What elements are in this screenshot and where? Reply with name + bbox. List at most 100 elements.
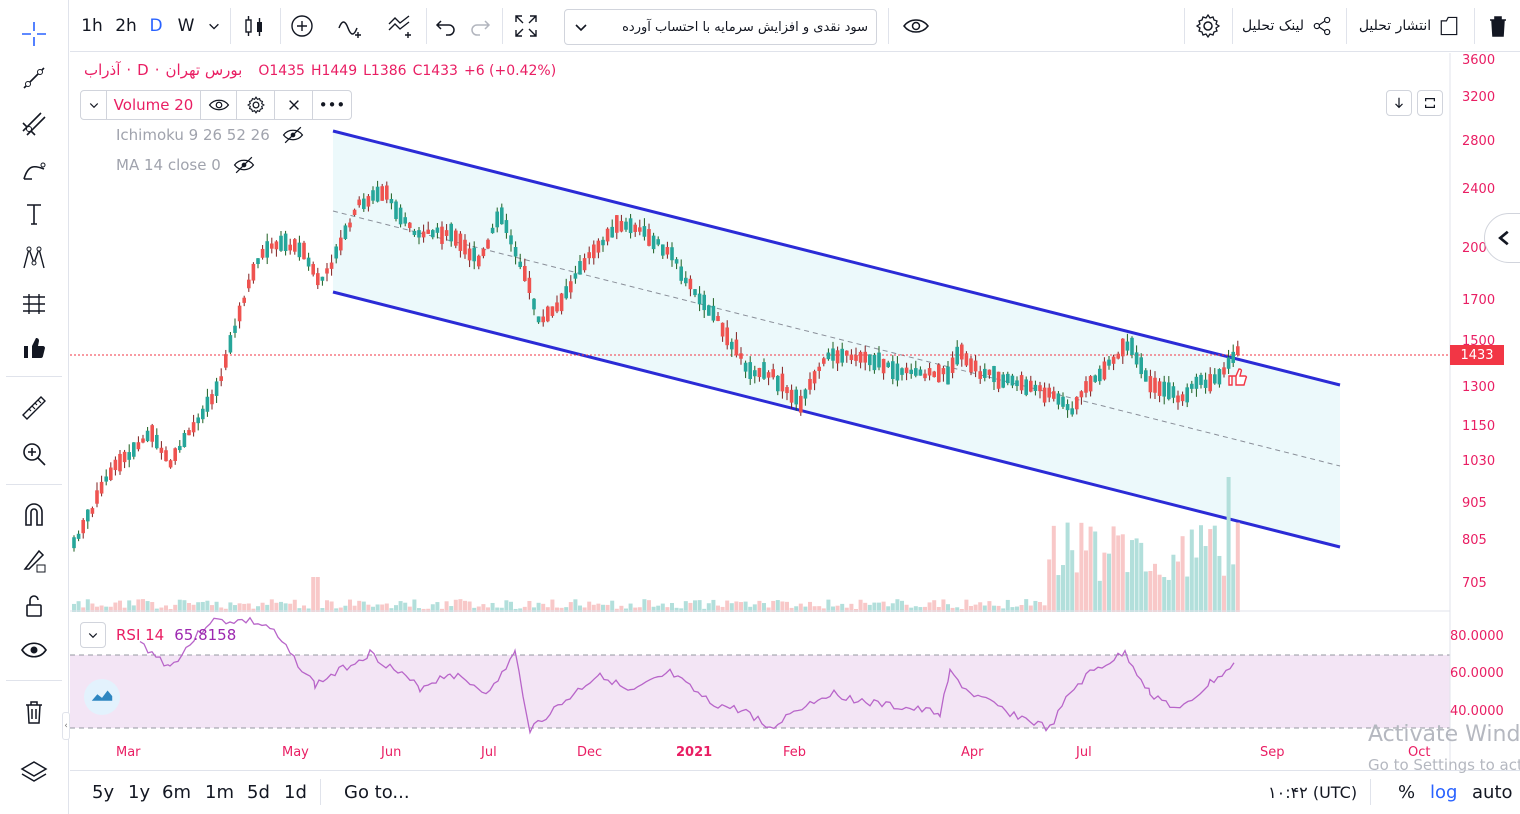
candle-body <box>785 387 789 394</box>
candle-body <box>76 533 81 539</box>
price-chart-canvas[interactable] <box>70 53 1520 770</box>
candle-body <box>923 373 927 379</box>
fullscreen-icon[interactable] <box>508 8 544 44</box>
unlock-icon[interactable] <box>14 586 54 626</box>
volume-bar <box>371 606 375 612</box>
add-indicator-icon[interactable] <box>284 8 320 44</box>
range-6m[interactable]: 6m <box>162 781 191 803</box>
percent-scale-toggle[interactable]: % <box>1398 781 1416 803</box>
scroll-down-icon[interactable] <box>1386 90 1412 116</box>
compare-icon[interactable] <box>382 8 418 44</box>
channel-lower-line[interactable] <box>332 290 1341 549</box>
trend-line-icon[interactable] <box>14 58 54 98</box>
candle-body <box>518 261 522 268</box>
candle-body <box>661 244 665 256</box>
candle-body <box>1111 356 1116 364</box>
gear-icon[interactable] <box>237 91 275 119</box>
ichimoku-study-legend[interactable]: Ichimoku 9 26 52 26 <box>116 124 304 146</box>
range-5d[interactable]: 5d <box>247 781 270 803</box>
hidden-eye-icon[interactable] <box>233 154 255 176</box>
delete-trash-icon[interactable] <box>1480 8 1516 44</box>
interval-2h[interactable]: 2h <box>115 16 137 36</box>
expand-panel-chevron-icon[interactable] <box>1484 213 1520 263</box>
pattern-tool-icon[interactable] <box>14 238 54 278</box>
candle-body <box>196 417 200 424</box>
candle-body <box>799 395 803 413</box>
candle-body <box>941 368 946 375</box>
share-link-button[interactable]: لینک تحلیل <box>1236 8 1340 44</box>
magnet-icon[interactable] <box>14 494 54 534</box>
thumbs-up-icon[interactable] <box>14 328 54 368</box>
volume-bar <box>513 608 518 612</box>
crosshair-icon[interactable] <box>14 14 54 54</box>
candle-style-icon[interactable] <box>236 8 272 44</box>
volume-bar <box>1139 542 1144 612</box>
collapse-toolbar-handle[interactable]: ‹ <box>62 712 70 740</box>
redo-icon[interactable] <box>464 8 496 44</box>
volume-bar <box>164 605 168 612</box>
price-axis[interactable]: 3600 3200 2800 2400 2000 1700 1500 1300 … <box>1450 53 1520 613</box>
goto-date-button[interactable]: Go to... <box>344 781 410 803</box>
eye-icon[interactable] <box>14 630 54 670</box>
publish-analysis-button[interactable]: انتشار تحلیل <box>1352 8 1468 44</box>
volume-bar <box>90 603 95 612</box>
brush-icon[interactable] <box>14 150 54 190</box>
close-icon[interactable] <box>275 91 313 119</box>
volume-bar <box>131 605 136 612</box>
interval-w[interactable]: W <box>177 16 195 36</box>
collapse-legend-icon[interactable] <box>81 91 107 119</box>
candle-body <box>1052 391 1056 399</box>
range-1d[interactable]: 1d <box>284 781 307 803</box>
volume-bar <box>1056 575 1061 612</box>
zoom-in-icon[interactable] <box>14 434 54 474</box>
timezone-clock[interactable]: ۱۰:۴۲ (UTC) <box>1268 782 1358 802</box>
time-tick-year: 2021 <box>676 745 713 760</box>
volume-bars <box>72 477 1240 612</box>
range-1y[interactable]: 1y <box>128 781 151 803</box>
ruler-icon[interactable] <box>14 388 54 428</box>
rsi-label[interactable]: RSI 14 <box>116 626 165 644</box>
hide-drawings-eye-icon[interactable] <box>896 8 936 44</box>
range-1m[interactable]: 1m <box>205 781 234 803</box>
volume-bar <box>127 600 132 612</box>
undo-icon[interactable] <box>430 8 462 44</box>
chart-area[interactable]: 3600 3200 2800 2400 2000 1700 1500 1300 … <box>70 53 1520 814</box>
thumbs-up-marker-icon[interactable] <box>1228 368 1248 386</box>
volume-bar <box>665 607 670 612</box>
candle-body <box>1167 382 1171 400</box>
ma-study-legend[interactable]: MA 14 close 0 <box>116 154 255 176</box>
time-axis[interactable]: Mar May Jun Jul Dec 2021 Feb Apr Jul Sep… <box>70 745 1450 767</box>
reset-scale-icon[interactable] <box>1417 90 1443 116</box>
bottom-bar: 5y 1y 6m 1m 5d 1d Go to... ۱۰:۴۲ (UTC) %… <box>70 770 1520 814</box>
interval-1h[interactable]: 1h <box>81 16 103 36</box>
candle-body <box>624 221 628 230</box>
study-template-select[interactable]: سود نقدی و افزایش سرمایه با احتساب آورده <box>564 9 877 45</box>
volume-study-label[interactable]: Volume 20 <box>107 91 201 119</box>
more-options-icon[interactable]: ••• <box>318 96 346 114</box>
eye-icon[interactable] <box>201 91 237 119</box>
hidden-eye-icon[interactable] <box>282 124 304 146</box>
open-value: O1435 <box>258 63 305 79</box>
volume-bar <box>720 606 725 612</box>
candle-body <box>90 508 95 514</box>
prediction-tool-icon[interactable] <box>14 284 54 324</box>
interval-d[interactable]: D <box>149 16 163 36</box>
pitchfork-icon[interactable] <box>14 104 54 144</box>
candle-body <box>1056 393 1061 405</box>
symbol-name[interactable]: آذراب <box>84 61 121 79</box>
range-5y[interactable]: 5y <box>92 781 115 803</box>
collapse-rsi-icon[interactable] <box>80 622 106 648</box>
settings-gear-icon[interactable] <box>1190 8 1226 44</box>
log-scale-toggle[interactable]: log <box>1430 781 1458 803</box>
indicators-icon[interactable] <box>332 8 368 44</box>
channel-upper-line[interactable] <box>332 129 1341 387</box>
auto-scale-toggle[interactable]: auto <box>1472 781 1513 803</box>
trash-icon[interactable] <box>14 692 54 732</box>
interval-dropdown-icon[interactable] <box>202 8 226 44</box>
text-tool-icon[interactable] <box>14 194 54 234</box>
volume-bar <box>706 603 711 612</box>
layers-icon[interactable] <box>14 752 54 792</box>
channel-median-line[interactable] <box>332 210 1341 467</box>
candle-body <box>794 389 798 405</box>
lock-drawing-icon[interactable] <box>14 540 54 580</box>
